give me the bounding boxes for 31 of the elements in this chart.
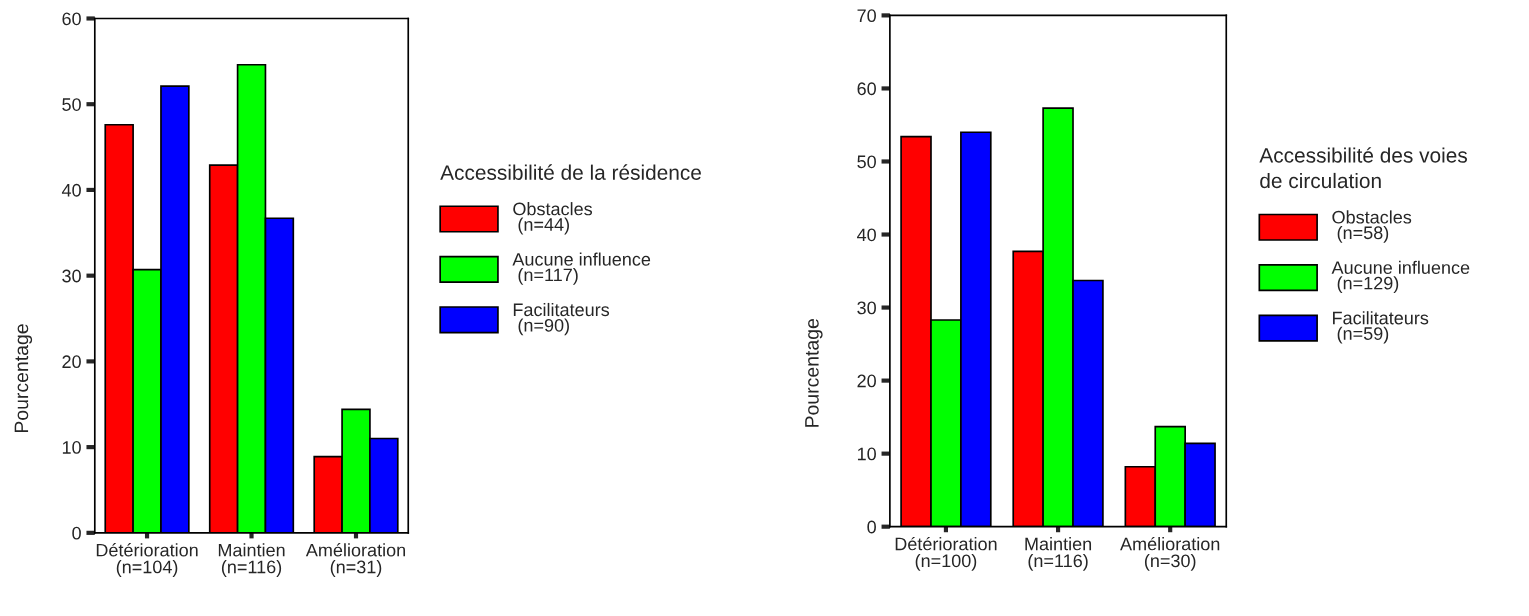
y-tick-label: 40 — [857, 228, 876, 242]
y-tick-label: 40 — [61, 183, 81, 197]
y-tick-label: 10 — [857, 447, 876, 461]
y-tick-label: 0 — [72, 526, 81, 540]
y-tick-label: 50 — [62, 98, 81, 111]
legend-title: Accessibilité des voies de circulation — [1259, 147, 1467, 189]
x-tick-label: Maintien (n=116) — [1025, 537, 1092, 571]
y-tick-label: 20 — [857, 374, 876, 388]
y-tick-label: 60 — [62, 12, 81, 26]
y-tick-label: 50 — [857, 155, 876, 169]
x-tick-label: Amélioration (n=31) — [305, 543, 406, 577]
legend-label: Aucune influence (n=117) — [512, 252, 651, 285]
legend-label: Facilitateurs (n=90) — [513, 302, 610, 336]
y-axis-title: Pourcentage — [805, 319, 823, 427]
legend-title: Accessibilité de la résidence — [440, 164, 701, 180]
x-tick-label: Maintien (n=116) — [218, 543, 285, 577]
y-axis-title: Pourcentage — [14, 324, 33, 433]
legend-label: Obstacles (n=44) — [513, 202, 593, 235]
y-tick-label: 10 — [62, 441, 81, 454]
legend-label: Aucune influence (n=129) — [1331, 260, 1470, 294]
y-tick-label: 0 — [867, 520, 876, 534]
x-tick-label: Détérioration (n=104) — [96, 543, 198, 577]
y-tick-label: 20 — [62, 355, 81, 369]
legend-label: Facilitateurs (n=59) — [1333, 311, 1429, 344]
y-tick-label: 70 — [857, 9, 876, 23]
legend-label: Obstacles (n=58) — [1332, 210, 1412, 243]
y-tick-label: 30 — [62, 269, 81, 283]
y-tick-label: 30 — [857, 301, 876, 315]
x-tick-label: Détérioration (n=100) — [895, 536, 997, 571]
y-tick-label: 60 — [857, 82, 876, 96]
x-tick-label: Amélioration (n=30) — [1120, 536, 1220, 571]
